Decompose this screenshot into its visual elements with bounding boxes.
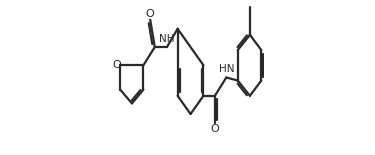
Text: HN: HN: [219, 64, 234, 74]
Text: O: O: [112, 60, 121, 70]
Text: O: O: [146, 9, 154, 19]
Text: O: O: [210, 124, 219, 134]
Text: NH: NH: [159, 34, 175, 44]
